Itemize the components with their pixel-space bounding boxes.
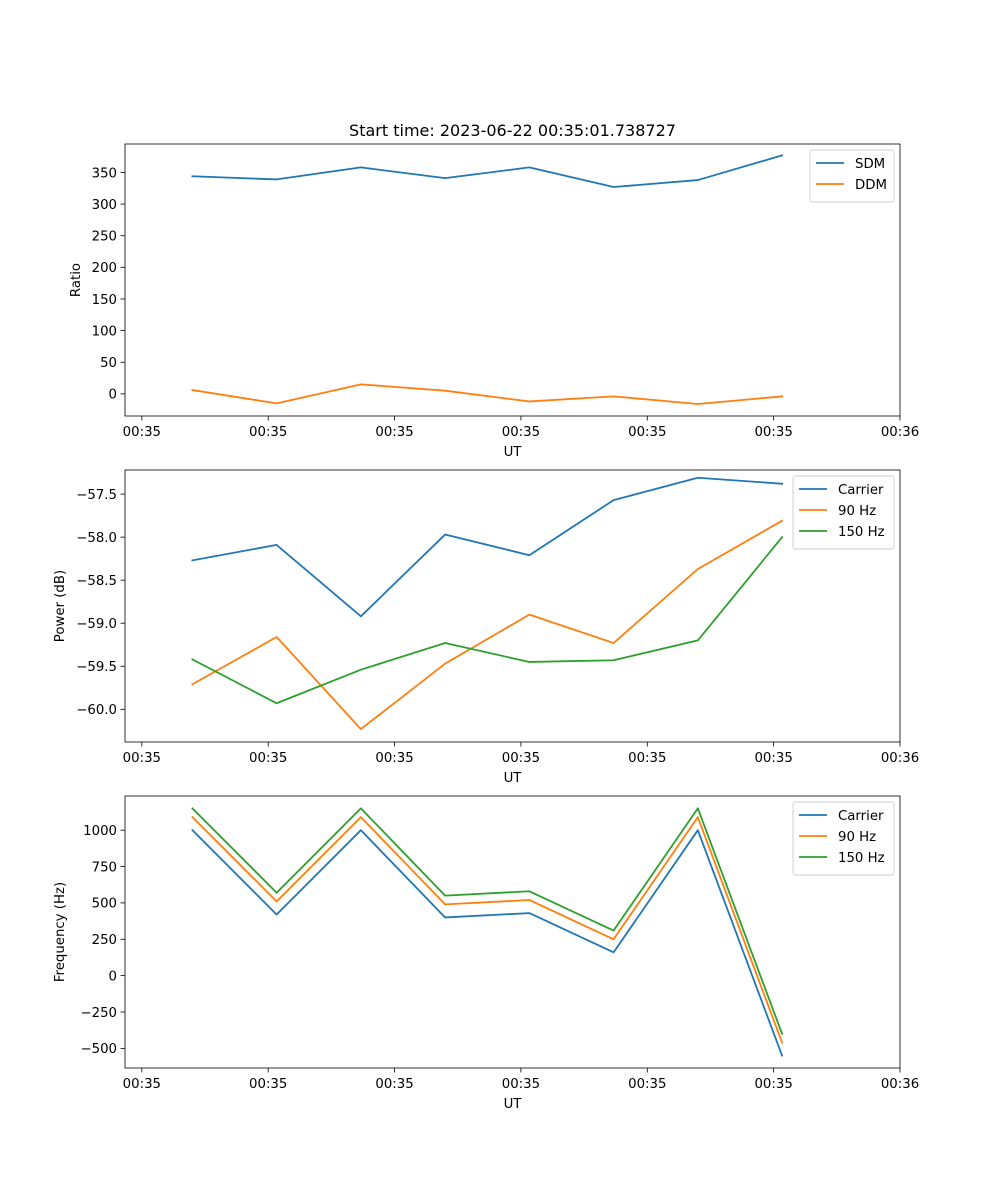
ratio-axes-frame	[124, 143, 901, 417]
power-series-150-hz-line	[191, 535, 784, 705]
frequency-y-tick-label: −500	[80, 1042, 117, 1057]
power-x-tick-label: 00:35	[249, 751, 287, 766]
power-x-tick-label: 00:35	[123, 751, 161, 766]
power-x-tick-label: 00:35	[375, 751, 413, 766]
frequency-legend-label-carrier: Carrier	[838, 809, 884, 824]
ratio-y-axis-label: Ratio	[69, 263, 84, 297]
ratio-x-tick-label: 00:36	[881, 425, 919, 440]
power-x-tick-label: 00:35	[754, 751, 792, 766]
power-y-tick-label: −58.0	[76, 531, 117, 546]
power-panel: 00:35 00:35 00:35 00:35 00:35 00:35 00:36 −60.0…	[53, 469, 919, 786]
frequency-legend-label-90-hz: 90 Hz	[838, 830, 876, 845]
frequency-y-tick-label: 0	[109, 969, 117, 984]
ratio-y-tick-label: 100	[92, 324, 117, 339]
power-y-tick-label: −59.0	[76, 617, 117, 632]
frequency-x-tick-label: 00:35	[628, 1077, 666, 1092]
frequency-series-90-hz-line	[191, 815, 784, 1044]
power-series-90-hz-line	[191, 519, 784, 730]
ratio-series-ddm-line	[191, 383, 784, 405]
power-y-tick-label: −58.5	[76, 574, 117, 589]
power-x-tick-label: 00:35	[628, 751, 666, 766]
power-x-tick-label: 00:35	[502, 751, 540, 766]
frequency-series-150-hz-line	[191, 807, 784, 1035]
ratio-y-tick-label: 50	[100, 356, 117, 371]
ratio-y-tick-label: 300	[92, 198, 117, 213]
power-y-tick-label: −57.5	[76, 488, 117, 503]
power-y-axis-label: Power (dB)	[53, 570, 68, 642]
frequency-y-tick-label: 250	[92, 933, 117, 948]
power-legend-label-carrier: Carrier	[838, 483, 884, 498]
frequency-x-tick-label: 00:35	[123, 1077, 161, 1092]
ratio-legend-label-sdm: SDM	[855, 157, 885, 172]
frequency-y-tick-label: 500	[92, 897, 117, 912]
figure-title: Start time: 2023-06-22 00:35:01.738727	[349, 121, 676, 140]
ratio-x-tick-label: 00:35	[502, 425, 540, 440]
frequency-x-axis-label: UT	[504, 1097, 523, 1112]
ratio-series-sdm-line	[191, 154, 784, 188]
ratio-x-tick-label: 00:35	[628, 425, 666, 440]
ratio-y-tick-label: 200	[92, 261, 117, 276]
power-x-tick-label: 00:36	[881, 751, 919, 766]
frequency-x-tick-label: 00:35	[754, 1077, 792, 1092]
ratio-y-tick-label: 250	[92, 230, 117, 245]
ratio-x-tick-label: 00:35	[754, 425, 792, 440]
frequency-x-tick-label: 00:35	[249, 1077, 287, 1092]
ratio-legend-label-ddm: DDM	[855, 178, 887, 193]
frequency-x-tick-label: 00:36	[881, 1077, 919, 1092]
ratio-y-tick-label: 350	[92, 166, 117, 181]
power-axes-frame	[124, 469, 901, 743]
frequency-y-tick-label: 1000	[83, 824, 117, 839]
ratio-x-tick-label: 00:35	[375, 425, 413, 440]
frequency-x-tick-label: 00:35	[502, 1077, 540, 1092]
power-legend-label-90-hz: 90 Hz	[838, 504, 876, 519]
frequency-y-tick-label: 750	[92, 860, 117, 875]
frequency-series-carrier-line	[191, 828, 784, 1057]
frequency-legend-label-150-hz: 150 Hz	[838, 851, 885, 866]
frequency-panel: 00:35 00:35 00:35 00:35 00:35 00:35 00:36 −500 −…	[53, 795, 919, 1112]
power-y-tick-label: −59.5	[76, 660, 117, 675]
power-legend-label-150-hz: 150 Hz	[838, 525, 885, 540]
frequency-y-tick-label: −250	[80, 1006, 117, 1021]
ratio-x-axis-label: UT	[504, 445, 523, 460]
ratio-y-tick-label: 150	[92, 293, 117, 308]
ratio-panel: 00:35 00:35 00:35 00:35 00:35 00:35 00:36 0 50 10…	[69, 143, 919, 460]
frequency-y-axis-label: Frequency (Hz)	[53, 882, 68, 982]
power-x-axis-label: UT	[504, 771, 523, 786]
frequency-axes-frame	[124, 795, 901, 1069]
power-y-tick-label: −60.0	[76, 703, 117, 718]
ratio-x-tick-label: 00:35	[123, 425, 161, 440]
power-series-carrier-line	[191, 476, 784, 618]
ratio-y-tick-label: 0	[109, 388, 117, 403]
ratio-x-tick-label: 00:35	[249, 425, 287, 440]
frequency-x-tick-label: 00:35	[375, 1077, 413, 1092]
